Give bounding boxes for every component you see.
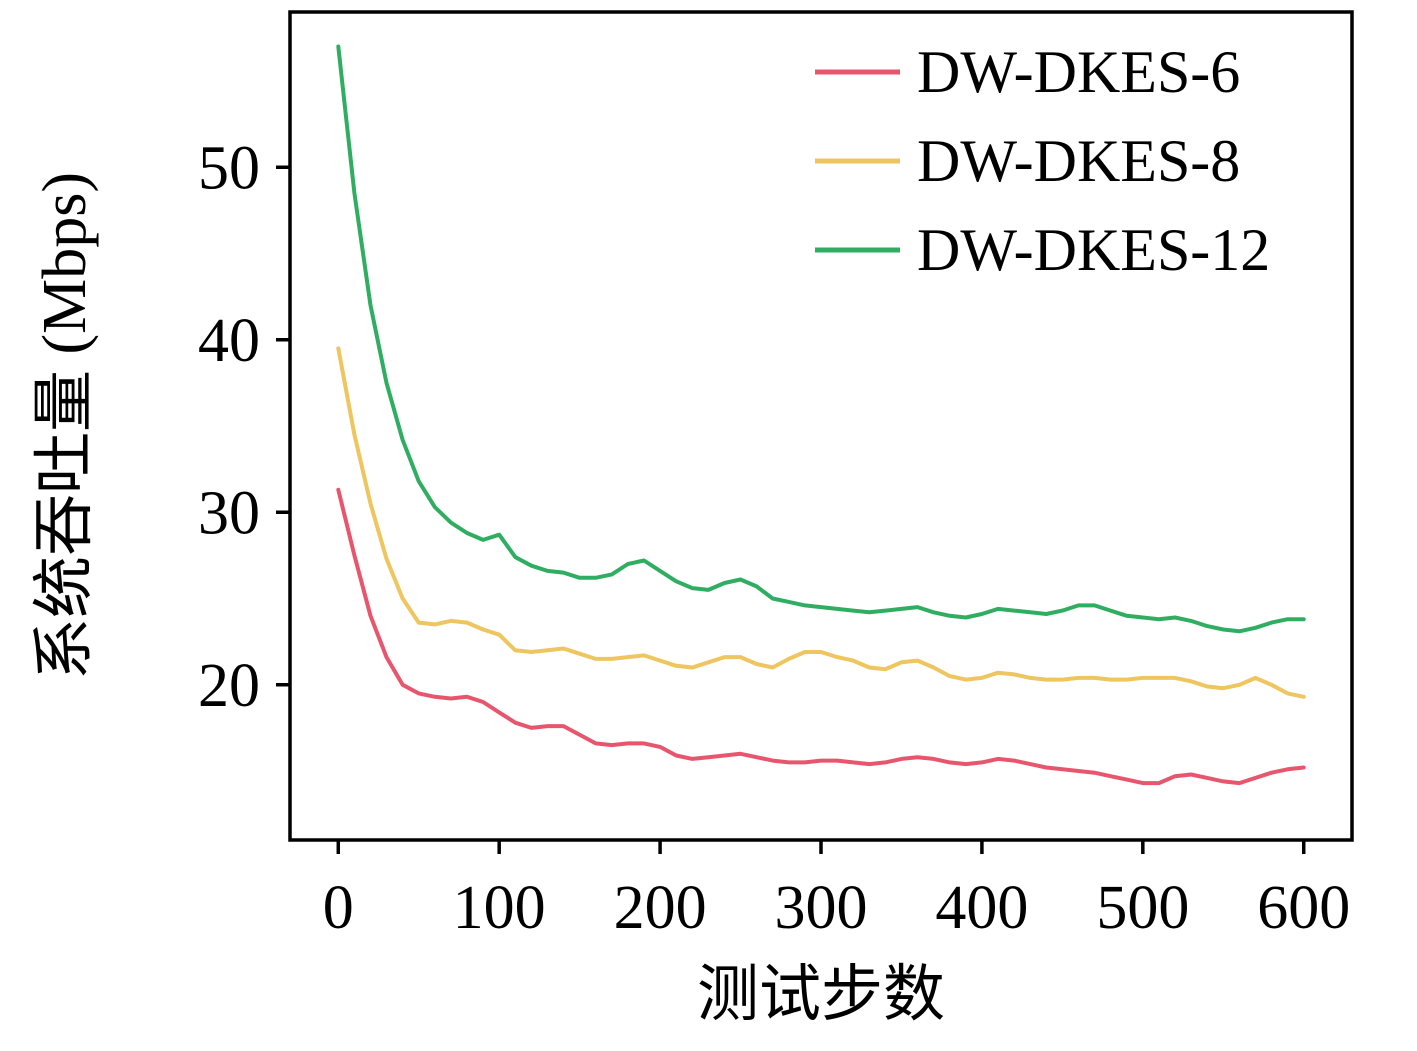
x-axis-label: 测试步数 — [697, 961, 945, 1029]
y-tick-label: 40 — [198, 307, 260, 375]
legend-label-DW-DKES-12: DW-DKES-12 — [917, 217, 1270, 283]
x-tick-label: 400 — [935, 874, 1028, 942]
x-axis-ticks: 0 100 200 300 400 500 600 — [323, 840, 1350, 942]
series-lines — [336, 44, 1306, 786]
y-tick-label: 20 — [198, 652, 260, 720]
legend: DW-DKES-6 DW-DKES-8 DW-DKES-12 — [815, 39, 1270, 283]
x-tick-label: 100 — [453, 874, 546, 942]
series-line-DW-DKES-12 — [336, 44, 1306, 634]
y-axis-label: 系统吞吐量 (Mbps) — [31, 172, 99, 680]
y-tick-label: 50 — [198, 134, 260, 202]
x-tick-label: 300 — [775, 874, 868, 942]
series-line-DW-DKES-8 — [336, 346, 1306, 699]
y-tick-label: 30 — [198, 479, 260, 547]
series-line-DW-DKES-6 — [336, 487, 1306, 786]
x-tick-label: 500 — [1096, 874, 1189, 942]
y-axis-ticks: 20 30 40 50 — [198, 134, 290, 720]
legend-label-DW-DKES-8: DW-DKES-8 — [917, 128, 1240, 194]
x-tick-label: 200 — [614, 874, 707, 942]
x-tick-label: 600 — [1257, 874, 1350, 942]
x-tick-label: 0 — [323, 874, 354, 942]
legend-label-DW-DKES-6: DW-DKES-6 — [917, 39, 1240, 105]
